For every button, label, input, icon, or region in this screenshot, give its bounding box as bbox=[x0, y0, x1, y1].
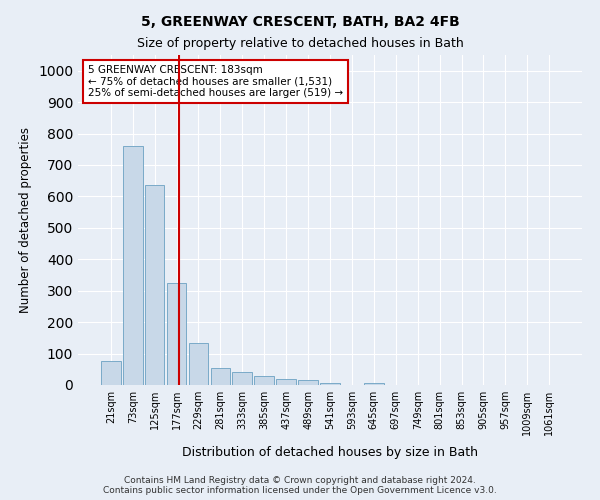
Bar bbox=[364, 384, 384, 385]
Text: Contains HM Land Registry data © Crown copyright and database right 2024.
Contai: Contains HM Land Registry data © Crown c… bbox=[103, 476, 497, 495]
Bar bbox=[123, 146, 143, 385]
Bar bbox=[101, 362, 121, 385]
Bar bbox=[320, 384, 340, 385]
Bar bbox=[145, 186, 164, 385]
Bar bbox=[211, 368, 230, 385]
Text: 5 GREENWAY CRESCENT: 183sqm
← 75% of detached houses are smaller (1,531)
25% of : 5 GREENWAY CRESCENT: 183sqm ← 75% of det… bbox=[88, 65, 343, 98]
Bar bbox=[298, 380, 318, 385]
Bar bbox=[254, 376, 274, 385]
Bar bbox=[232, 372, 252, 385]
Bar bbox=[188, 342, 208, 385]
Bar bbox=[276, 378, 296, 385]
Text: Size of property relative to detached houses in Bath: Size of property relative to detached ho… bbox=[137, 38, 463, 51]
Text: 5, GREENWAY CRESCENT, BATH, BA2 4FB: 5, GREENWAY CRESCENT, BATH, BA2 4FB bbox=[140, 15, 460, 29]
Y-axis label: Number of detached properties: Number of detached properties bbox=[19, 127, 32, 313]
X-axis label: Distribution of detached houses by size in Bath: Distribution of detached houses by size … bbox=[182, 446, 478, 459]
Bar bbox=[167, 283, 187, 385]
